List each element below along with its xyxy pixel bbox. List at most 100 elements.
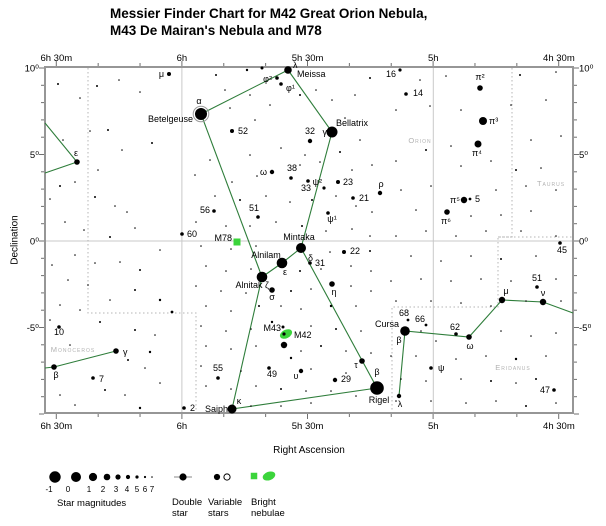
- faint-star: [320, 268, 322, 270]
- faint-star: [490, 305, 492, 307]
- nebula-m42-core-star: [282, 332, 286, 336]
- faint-star: [109, 236, 111, 238]
- legend-magnitude-dot: [115, 474, 121, 480]
- star: [398, 68, 402, 72]
- faint-star: [224, 89, 226, 91]
- legend-magnitude-label: 6: [143, 485, 148, 494]
- faint-star: [124, 394, 126, 396]
- legend-magnitude-label: 0: [66, 485, 71, 494]
- faint-star: [300, 350, 302, 352]
- star-label: 62: [450, 322, 460, 332]
- faint-star: [205, 265, 207, 267]
- faint-star: [104, 389, 106, 391]
- faint-star: [520, 230, 522, 232]
- star: [298, 368, 304, 374]
- ra-tick-label-bottom: 5h: [428, 421, 439, 432]
- faint-star: [519, 74, 521, 76]
- faint-star: [420, 330, 422, 332]
- star-label: Cursa: [375, 319, 399, 329]
- legend-nebula-square: [250, 472, 258, 480]
- nebula-m78: [233, 238, 241, 246]
- faint-star: [540, 167, 542, 169]
- star-label: π⁶: [441, 216, 451, 226]
- star: [276, 257, 288, 269]
- faint-star: [515, 382, 517, 384]
- faint-star: [96, 85, 98, 87]
- faint-star: [525, 300, 527, 302]
- constellation-line: [287, 69, 333, 133]
- faint-star: [485, 355, 487, 357]
- faint-star: [139, 91, 141, 93]
- faint-star: [500, 258, 502, 260]
- legend-magnitude-dot: [143, 475, 147, 479]
- star-label: 22: [350, 246, 360, 256]
- faint-star: [299, 94, 301, 96]
- faint-star: [450, 280, 452, 282]
- faint-star: [400, 378, 402, 380]
- faint-star: [51, 264, 53, 266]
- faint-star: [310, 368, 312, 370]
- star: [167, 72, 171, 76]
- faint-star: [335, 195, 337, 197]
- faint-star: [530, 210, 532, 212]
- star-label: Saiph: [205, 404, 228, 414]
- faint-star: [67, 279, 69, 281]
- faint-star: [351, 169, 353, 171]
- dec-tick-label-right: -5⁰: [579, 323, 591, 334]
- chart-frame: [44, 66, 574, 414]
- faint-star: [280, 405, 282, 407]
- star-label: 66: [415, 314, 425, 324]
- star-label: β: [374, 367, 379, 377]
- faint-star: [255, 385, 257, 387]
- faint-star: [395, 235, 397, 237]
- star-label: γ: [123, 347, 128, 357]
- faint-star: [420, 278, 422, 280]
- faint-star: [200, 245, 202, 247]
- faint-star: [500, 330, 502, 332]
- faint-star: [530, 139, 532, 141]
- faint-star: [311, 199, 313, 201]
- star-label: 16: [386, 69, 396, 79]
- faint-star: [139, 269, 141, 271]
- faint-star: [351, 228, 353, 230]
- faint-star: [148, 350, 152, 354]
- faint-star: [310, 325, 312, 327]
- star: [535, 285, 539, 289]
- faint-star: [430, 400, 432, 402]
- star: [498, 296, 506, 304]
- star-label: 14: [413, 88, 423, 98]
- faint-star: [260, 66, 264, 70]
- star: [539, 298, 547, 306]
- ra-tick-label-top: 4h 30m: [543, 53, 575, 64]
- star-label: 45: [557, 245, 567, 255]
- faint-star: [301, 225, 303, 227]
- star-label: λ: [293, 60, 298, 70]
- faint-star: [490, 380, 492, 382]
- legend-magnitude-dot: [125, 474, 131, 480]
- faint-star: [425, 149, 427, 151]
- faint-star: [229, 107, 231, 109]
- dec-tick-label-left: 5⁰: [30, 150, 39, 161]
- legend-magnitude-dot: [151, 476, 153, 478]
- variable-star-ring: [192, 105, 210, 123]
- faint-star: [64, 221, 66, 223]
- star-label: ω: [466, 341, 473, 351]
- faint-star: [329, 304, 333, 308]
- faint-star: [170, 310, 174, 314]
- faint-star: [395, 109, 397, 111]
- faint-star: [79, 97, 81, 99]
- faint-star: [99, 321, 101, 323]
- constellation-line: [231, 276, 263, 410]
- faint-star: [299, 164, 301, 166]
- star: [558, 241, 562, 245]
- faint-star: [480, 278, 482, 280]
- faint-star: [159, 382, 161, 384]
- constellation-name: Orion: [408, 136, 431, 145]
- star: [51, 364, 57, 370]
- star: [113, 348, 119, 354]
- star-label: 23: [343, 177, 353, 187]
- legend-magnitude-label: 1: [87, 485, 92, 494]
- faint-star: [118, 79, 120, 81]
- faint-star: [460, 109, 462, 111]
- ra-tick-label-bottom: 4h 30m: [543, 421, 575, 432]
